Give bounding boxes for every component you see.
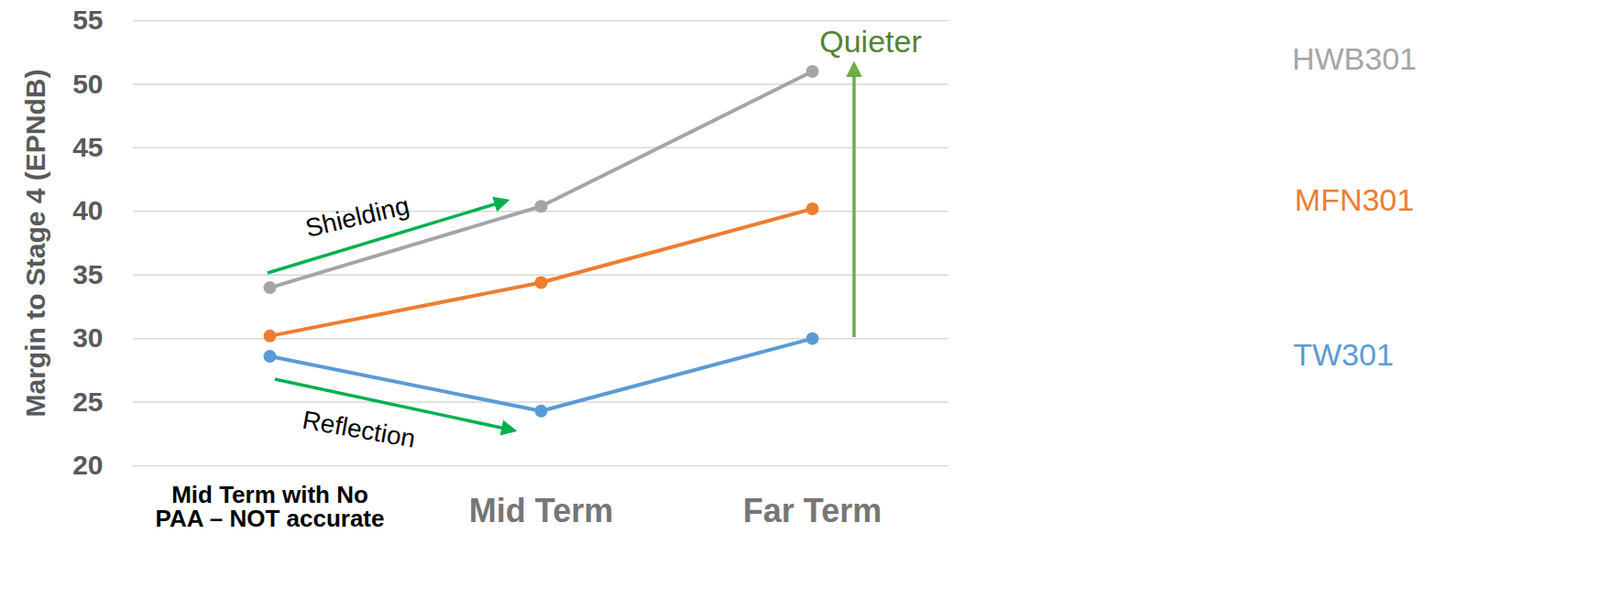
svg-text:40: 40 [72, 195, 103, 226]
svg-text:Quieter: Quieter [819, 23, 922, 59]
svg-text:Far Term: Far Term [743, 492, 882, 530]
svg-text:20: 20 [72, 449, 103, 481]
svg-text:30: 30 [72, 322, 103, 353]
svg-text:35: 35 [72, 259, 103, 290]
svg-text:50: 50 [72, 68, 103, 99]
svg-text:Reflection: Reflection [300, 405, 418, 454]
svg-text:25: 25 [72, 386, 103, 417]
svg-text:Margin to Stage 4 (EPNdB): Margin to Stage 4 (EPNdB) [20, 68, 51, 417]
svg-text:Shielding: Shielding [302, 191, 412, 243]
svg-text:45: 45 [72, 131, 103, 163]
svg-text:55: 55 [72, 4, 103, 35]
svg-text:TW301: TW301 [1293, 337, 1394, 373]
svg-text:MFN301: MFN301 [1294, 182, 1414, 218]
svg-text:Mid Term with NoPAA – NOT accu: Mid Term with NoPAA – NOT accurate [155, 481, 385, 533]
svg-text:HWB301: HWB301 [1292, 41, 1417, 77]
svg-text:Mid Term: Mid Term [469, 492, 614, 530]
